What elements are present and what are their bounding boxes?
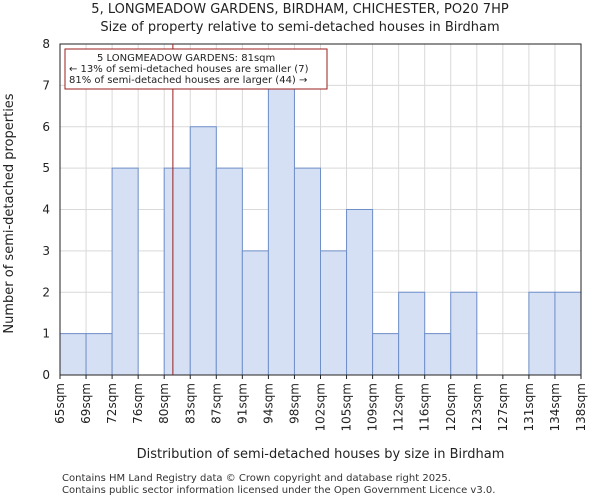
- x-tick-label: 91sqm: [235, 383, 249, 424]
- x-tick-label: 116sqm: [418, 383, 432, 431]
- x-tick-label: 87sqm: [209, 383, 223, 424]
- bar: [215, 167, 243, 376]
- bar: [346, 209, 374, 376]
- bar: [528, 291, 556, 376]
- x-tick-label: 69sqm: [79, 383, 93, 424]
- bar: [267, 84, 295, 376]
- footer-licence: Contains public sector information licen…: [62, 485, 496, 496]
- x-tick-label: 127sqm: [496, 383, 510, 431]
- x-tick-label: 83sqm: [183, 383, 197, 424]
- x-tick-label: 134sqm: [548, 383, 562, 431]
- y-axis-label: Number of semi-detached properties: [2, 93, 17, 333]
- x-tick-label: 105sqm: [340, 383, 354, 431]
- x-tick-label: 94sqm: [261, 383, 275, 424]
- bar: [111, 167, 139, 376]
- annotation-line-3: 81% of semi-detached houses are larger (…: [69, 75, 307, 86]
- chart-subtitle: Size of property relative to semi-detach…: [100, 20, 500, 35]
- x-tick-label: 138sqm: [574, 383, 588, 431]
- bars: [59, 84, 582, 376]
- bar: [554, 291, 582, 376]
- x-tick-label: 76sqm: [131, 383, 145, 424]
- y-tick-labels: 0 1 2 3 4 5 6 7 8: [42, 37, 50, 382]
- y-tick-label: 2: [42, 285, 50, 299]
- bar: [85, 333, 113, 376]
- x-tick-label: 80sqm: [157, 383, 171, 424]
- annotation-box: 5 LONGMEADOW GARDENS: 81sqm ← 13% of sem…: [64, 48, 328, 90]
- chart-title: 5, LONGMEADOW GARDENS, BIRDHAM, CHICHEST…: [91, 2, 509, 17]
- bar: [189, 126, 217, 376]
- x-tick-label: 65sqm: [53, 383, 67, 424]
- annotation-border: [64, 48, 328, 90]
- x-tick-label: 109sqm: [366, 383, 380, 431]
- annotation-line-1: 5 LONGMEADOW GARDENS: 81sqm: [97, 53, 275, 64]
- x-tick-label: 72sqm: [105, 383, 119, 424]
- footer-copyright: Contains HM Land Registry data © Crown c…: [62, 473, 451, 484]
- x-axis-label: Distribution of semi-detached houses by …: [137, 447, 505, 462]
- y-tick-label: 1: [42, 327, 50, 341]
- x-tick-label: 131sqm: [522, 383, 536, 431]
- bar: [59, 333, 87, 376]
- y-tick-label: 0: [42, 368, 50, 382]
- bar: [320, 250, 348, 376]
- bar: [163, 167, 191, 376]
- y-tick-label: 6: [42, 120, 50, 134]
- y-tick-label: 4: [42, 203, 50, 217]
- x-tick-label: 112sqm: [392, 383, 406, 431]
- bar: [241, 250, 269, 376]
- x-tick-label: 123sqm: [470, 383, 484, 431]
- y-tick-label: 5: [42, 161, 50, 175]
- bar: [450, 291, 478, 376]
- y-tick-label: 3: [42, 244, 50, 258]
- y-tick-label: 7: [42, 78, 50, 92]
- bar: [293, 167, 322, 376]
- x-tick-labels: 65sqm 69sqm 72sqm 76sqm 80sqm 83sqm 87sqm 91sqm…: [53, 375, 588, 431]
- bar: [372, 333, 400, 376]
- x-tick-label: 120sqm: [444, 383, 458, 431]
- bar: [398, 291, 426, 376]
- x-tick-label: 98sqm: [287, 383, 301, 424]
- x-tick-label: 102sqm: [314, 383, 328, 431]
- annotation-line-2: ← 13% of semi-detached houses are smalle…: [69, 64, 309, 75]
- bar: [424, 333, 452, 376]
- y-tick-label: 8: [42, 37, 50, 51]
